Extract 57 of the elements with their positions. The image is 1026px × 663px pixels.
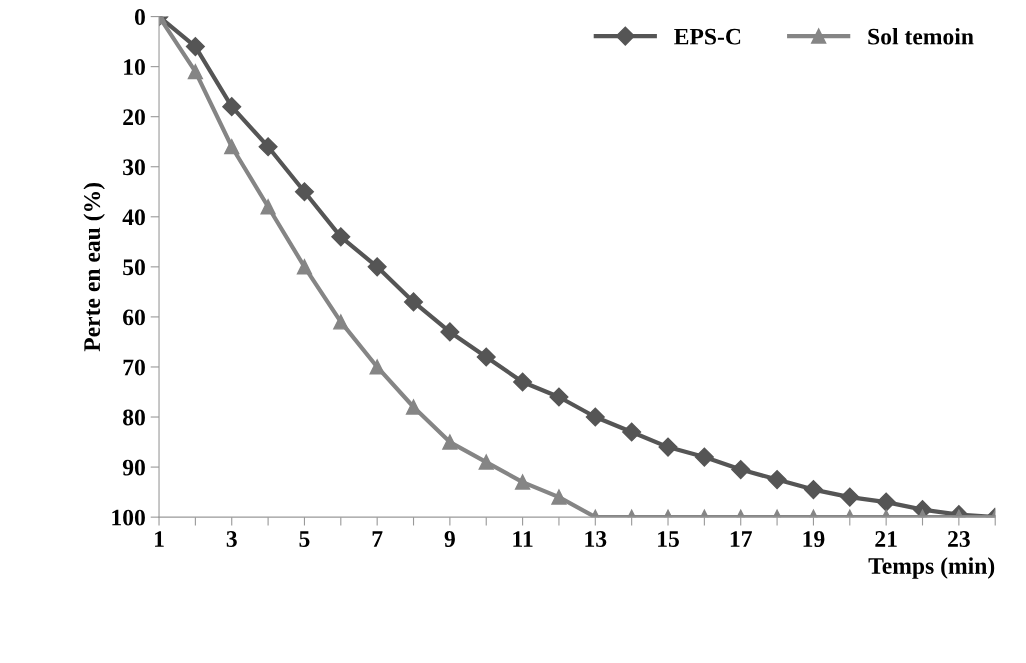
- point: [442, 434, 458, 450]
- point: [551, 489, 567, 505]
- point: [440, 322, 460, 342]
- point: [658, 437, 678, 457]
- x-tick-label: 23: [948, 531, 970, 547]
- point: [187, 63, 204, 80]
- y-tick-label: 20: [123, 109, 145, 126]
- point: [333, 314, 349, 330]
- point: [876, 492, 896, 512]
- y-tick-label: 100: [112, 509, 145, 526]
- point: [622, 422, 642, 442]
- point: [476, 347, 496, 367]
- x-tick-label: 5: [299, 531, 310, 547]
- legend-label: Sol temoin: [868, 27, 974, 45]
- x-tick-label: 9: [444, 531, 455, 547]
- x-tick-label: 21: [875, 531, 897, 547]
- x-tick-label: 15: [658, 531, 679, 547]
- y-tick-label: 50: [123, 259, 145, 276]
- point: [260, 199, 276, 215]
- y-tick-label: 0: [134, 9, 145, 25]
- y-tick-label: 30: [123, 159, 145, 176]
- point: [185, 37, 205, 57]
- point: [803, 480, 823, 500]
- x-tick-label: 3: [226, 531, 237, 547]
- x-tick-label: 19: [803, 531, 825, 547]
- point: [694, 447, 714, 467]
- point: [294, 182, 314, 202]
- x-tick-label: 11: [513, 531, 533, 547]
- y-tick-label: 70: [123, 359, 145, 376]
- point: [367, 257, 387, 277]
- x-axis-title: Temps (min): [868, 557, 995, 579]
- point: [296, 259, 313, 275]
- point: [369, 359, 385, 375]
- y-tick-label: 10: [124, 59, 145, 76]
- point: [222, 97, 242, 117]
- y-tick-label: 40: [122, 209, 145, 226]
- point: [403, 292, 424, 312]
- point: [585, 407, 605, 427]
- point: [513, 372, 533, 392]
- point: [258, 137, 278, 157]
- point: [731, 460, 751, 480]
- point: [224, 139, 240, 155]
- y-tick-label: 90: [122, 459, 145, 476]
- point: [840, 487, 860, 507]
- point: [514, 474, 531, 490]
- x-tick-label: 17: [730, 531, 752, 547]
- x-tick-label: 13: [585, 531, 607, 547]
- x-tick-label: 7: [372, 531, 383, 547]
- point: [331, 227, 351, 247]
- y-tick-label: 80: [123, 409, 145, 426]
- y-tick-label: 60: [123, 309, 145, 326]
- y-axis-title: Perte en eau (%): [83, 183, 105, 352]
- legend-label: EPS-C: [674, 28, 741, 45]
- x-tick-label: 1: [155, 531, 164, 547]
- point: [549, 387, 569, 407]
- point: [767, 470, 787, 490]
- point: [478, 454, 494, 470]
